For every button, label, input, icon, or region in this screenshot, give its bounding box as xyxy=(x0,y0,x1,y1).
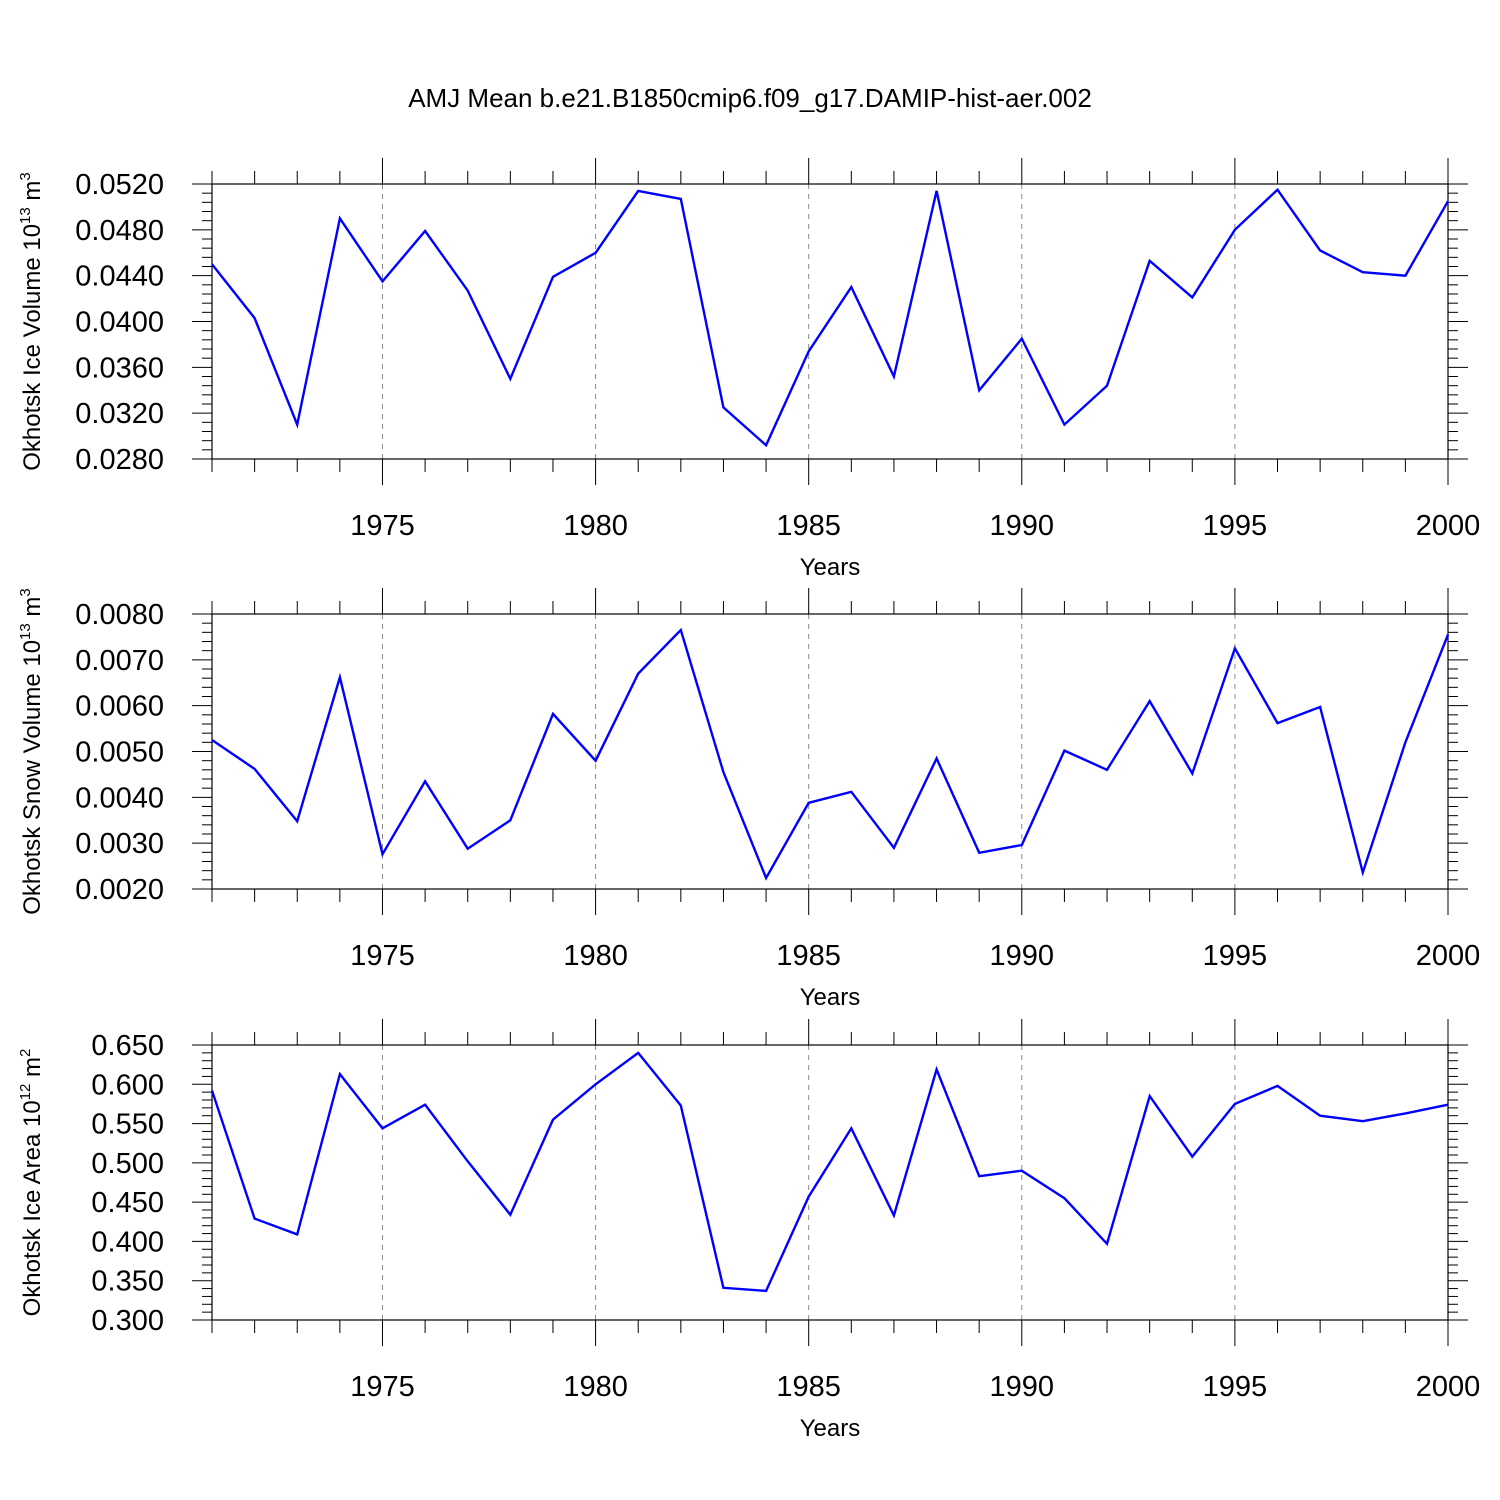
chart-panel-3: 0.300 0.350 0.400 0.450 0.500 0.550 0.600 0.650… xyxy=(17,1019,1480,1442)
figure-title: AMJ Mean b.e21.B1850cmip6.f09_g17.DAMIP-… xyxy=(408,83,1092,113)
y-axis-label: Okhotsk Ice Volume 1013 m3 xyxy=(17,172,46,471)
x-axis-label: Years xyxy=(800,554,861,581)
y-tick-label: 0.0020 xyxy=(75,874,164,906)
y-tick-label: 0.600 xyxy=(91,1069,164,1101)
series-line xyxy=(211,187,1450,448)
plot-frame xyxy=(211,1044,1449,1321)
y-tick-label: 0.0280 xyxy=(75,444,164,476)
y-tick-label: 0.0480 xyxy=(75,215,164,247)
y-tick-label: 0.0060 xyxy=(75,691,164,723)
y-tick-label: 0.0070 xyxy=(75,645,164,677)
series-line xyxy=(211,627,1450,881)
x-tick-label: 1985 xyxy=(776,1371,841,1403)
x-tick-label: 1995 xyxy=(1203,940,1268,972)
x-axis-label: Years xyxy=(800,984,861,1011)
y-tick-label: 0.0320 xyxy=(75,398,164,430)
x-tick-label: 1990 xyxy=(990,510,1055,542)
x-tick-label: 2000 xyxy=(1416,1371,1481,1403)
y-tick-label: 0.0080 xyxy=(75,599,164,631)
y-tick-label: 0.450 xyxy=(91,1187,164,1219)
plot-frame xyxy=(211,183,1449,460)
x-tick-label: 2000 xyxy=(1416,510,1481,542)
x-tick-label: 1995 xyxy=(1203,1371,1268,1403)
x-tick-label: 1980 xyxy=(563,940,628,972)
x-tick-label: 1975 xyxy=(350,510,415,542)
y-tick-label: 0.500 xyxy=(91,1148,164,1180)
x-tick-label: 1985 xyxy=(776,510,841,542)
y-tick-label: 0.0360 xyxy=(75,352,164,384)
x-tick-label: 1985 xyxy=(776,940,841,972)
y-tick-label: 0.400 xyxy=(91,1226,164,1258)
x-axis-label: Years xyxy=(800,1415,861,1442)
chart-panel-1: 0.0280 0.0320 0.0360 0.0400 0.0440 0.0480 0.05… xyxy=(17,158,1480,581)
y-tick-label: 0.0040 xyxy=(75,782,164,814)
y-tick-label: 0.300 xyxy=(91,1305,164,1337)
x-tick-label: 1990 xyxy=(990,1371,1055,1403)
y-tick-label: 0.650 xyxy=(91,1030,164,1062)
x-tick-label: 1975 xyxy=(350,1371,415,1403)
y-tick-label: 0.0520 xyxy=(75,169,164,201)
y-tick-label: 0.550 xyxy=(91,1109,164,1141)
y-tick-label: 0.0050 xyxy=(75,737,164,769)
plot-frame xyxy=(211,613,1449,890)
y-tick-label: 0.0030 xyxy=(75,828,164,860)
y-axis-label: Okhotsk Snow Volume 1013 m3 xyxy=(17,588,46,915)
y-tick-label: 0.350 xyxy=(91,1266,164,1298)
x-tick-label: 1980 xyxy=(563,510,628,542)
series-line xyxy=(210,1051,1449,1293)
chart-panel-2: 0.0020 0.0030 0.0040 0.0050 0.0060 0.0070 0.00… xyxy=(17,588,1480,1011)
y-tick-label: 0.0440 xyxy=(75,261,164,293)
x-tick-label: 1995 xyxy=(1203,510,1268,542)
y-axis-label: Okhotsk Ice Area 1012 m2 xyxy=(17,1049,46,1317)
x-tick-label: 1980 xyxy=(563,1371,628,1403)
x-tick-label: 1990 xyxy=(990,940,1055,972)
x-tick-label: 1975 xyxy=(350,940,415,972)
x-tick-label: 2000 xyxy=(1416,940,1481,972)
y-tick-label: 0.0400 xyxy=(75,307,164,339)
